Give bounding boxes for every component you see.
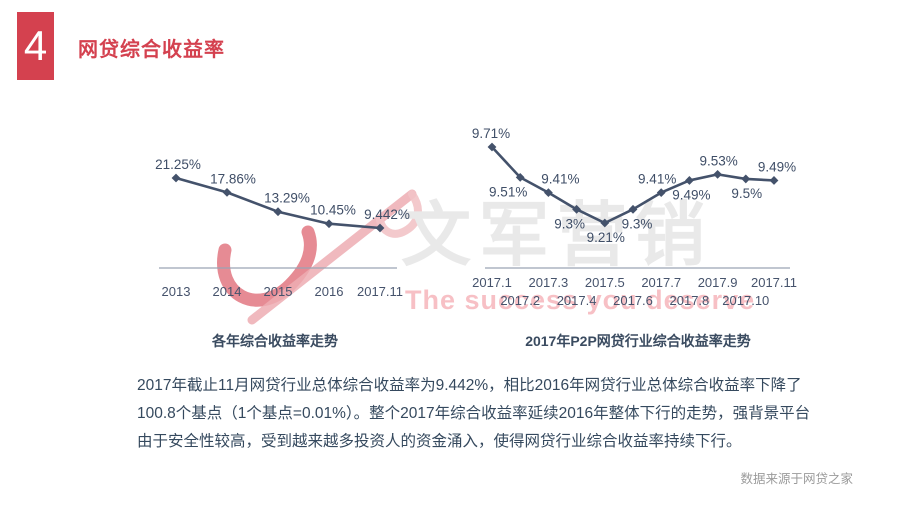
svg-text:2014: 2014	[213, 284, 242, 299]
svg-text:2017.3: 2017.3	[529, 275, 569, 290]
summary-paragraph: 2017年截止11月网贷行业总体综合收益率为9.442%，相比2016年网贷行业…	[137, 372, 817, 456]
svg-text:2013: 2013	[162, 284, 191, 299]
slide-index-number: 4	[23, 22, 48, 69]
svg-text:2017.10: 2017.10	[722, 293, 769, 308]
svg-text:21.25%: 21.25%	[155, 157, 201, 172]
svg-text:2017.11: 2017.11	[751, 275, 797, 290]
svg-text:2017.8: 2017.8	[670, 293, 710, 308]
summary-line-2: 100.8个基点（1个基点=0.01%）。整个2017年综合收益率延续2016年…	[137, 405, 811, 422]
svg-text:9.442%: 9.442%	[364, 207, 410, 222]
svg-text:2015: 2015	[264, 284, 293, 299]
svg-text:2017.2: 2017.2	[500, 293, 540, 308]
monthly-yield-line-chart: 9.71%9.51%9.41%9.3%9.21%9.3%9.41%9.49%9.…	[472, 126, 797, 308]
svg-text:17.86%: 17.86%	[210, 171, 256, 186]
svg-text:2017.9: 2017.9	[698, 275, 738, 290]
svg-text:9.3%: 9.3%	[622, 216, 653, 231]
svg-text:9.53%: 9.53%	[699, 153, 737, 168]
svg-text:9.51%: 9.51%	[489, 184, 527, 199]
svg-text:9.49%: 9.49%	[672, 187, 710, 202]
svg-text:9.5%: 9.5%	[731, 186, 762, 201]
chart-caption-left: 各年综合收益率走势	[212, 333, 338, 349]
svg-text:9.21%: 9.21%	[587, 230, 625, 245]
summary-line-1: 2017年截止11月网贷行业总体综合收益率为9.442%，相比2016年网贷行业…	[137, 377, 802, 394]
svg-text:9.71%: 9.71%	[472, 126, 510, 141]
data-source-note: 数据来源于网贷之家	[740, 472, 853, 486]
svg-text:13.29%: 13.29%	[264, 191, 310, 206]
watermark-cn-text: 文军营销	[401, 196, 713, 274]
svg-text:2017.4: 2017.4	[557, 293, 597, 308]
svg-text:2017.5: 2017.5	[585, 275, 625, 290]
slide-index-badge: 4	[17, 12, 54, 80]
svg-text:2017.11: 2017.11	[357, 284, 403, 299]
svg-text:2017.1: 2017.1	[472, 275, 512, 290]
watermark-en-text: The success you deserve	[405, 285, 756, 315]
svg-text:2017.6: 2017.6	[613, 293, 653, 308]
slide-title: 网贷综合收益率	[78, 39, 225, 61]
yearly-yield-line-chart: 21.25% 17.86% 13.29%10.45% 9.442% 2013 2014 20…	[155, 157, 410, 299]
svg-text:9.3%: 9.3%	[554, 216, 585, 231]
summary-line-3: 由于安全性较高，受到越来越多投资人的资金涌入，使得网贷行业综合收益率持续下行。	[137, 433, 742, 450]
svg-text:9.41%: 9.41%	[638, 172, 676, 187]
chart-caption-right: 2017年P2P网贷行业综合收益率走势	[525, 333, 751, 349]
svg-text:10.45%: 10.45%	[310, 203, 356, 218]
svg-text:9.49%: 9.49%	[758, 159, 796, 174]
svg-text:9.41%: 9.41%	[541, 172, 579, 187]
svg-text:2017.7: 2017.7	[641, 275, 681, 290]
svg-text:2016: 2016	[315, 284, 344, 299]
